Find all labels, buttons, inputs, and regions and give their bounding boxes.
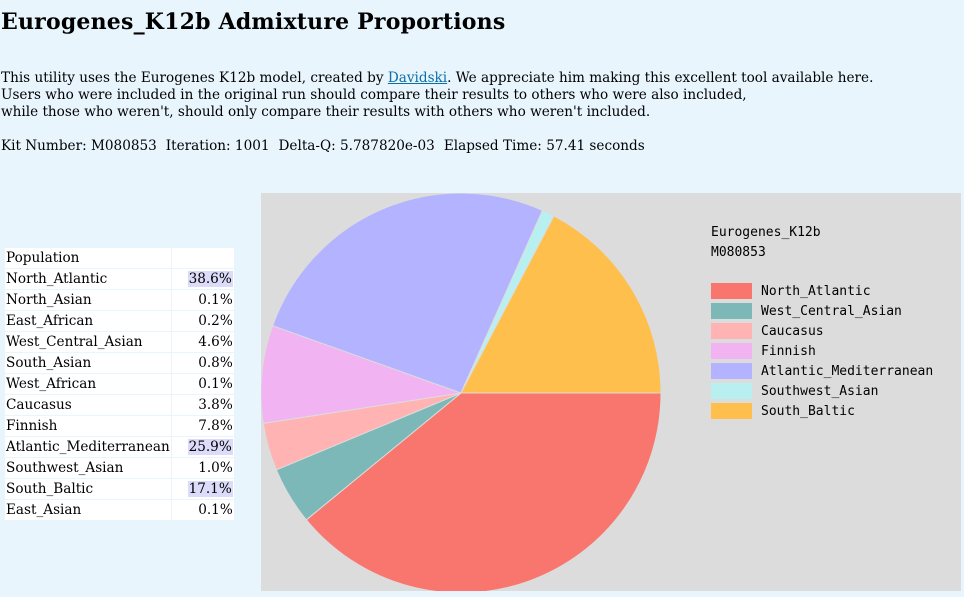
population-name: East_African — [5, 311, 171, 332]
intro-line3: while those who weren't, should only com… — [1, 104, 651, 120]
population-name: Southwest_Asian — [5, 458, 171, 479]
table-row: East_African 0.2% — [5, 311, 234, 332]
population-name: South_Asian — [5, 353, 171, 374]
population-value-text: 1.0% — [198, 460, 233, 476]
legend-swatch — [711, 363, 752, 379]
legend-title: Eurogenes_K12b — [711, 225, 821, 240]
population-value: 0.8% — [171, 353, 234, 374]
legend-swatch — [711, 283, 752, 299]
population-name: Caucasus — [5, 395, 171, 416]
population-name: West_Central_Asian — [5, 332, 171, 353]
population-value-text: 0.2% — [198, 313, 233, 329]
population-value: 1.0% — [171, 458, 234, 479]
population-value-text: 0.8% — [198, 355, 233, 371]
value-header — [171, 248, 234, 269]
pie-chart-panel: Eurogenes_K12b M080853 North_Atlantic Wes… — [261, 193, 961, 591]
population-value-text: 0.1% — [198, 376, 233, 392]
table-row: Southwest_Asian 1.0% — [5, 458, 234, 479]
legend: North_Atlantic West_Central_Asian Caucasus… — [711, 283, 933, 419]
intro-line1-end: . We appreciate him making this excellen… — [447, 70, 874, 86]
intro-line1-start: This utility uses the Eurogenes K12b mod… — [1, 70, 388, 86]
table-header-row: Population — [5, 248, 234, 269]
legend-swatch — [711, 303, 752, 319]
population-name: Atlantic_Mediterranean — [5, 437, 171, 458]
table-row: South_Asian 0.8% — [5, 353, 234, 374]
elapsed-time: Elapsed Time: 57.41 seconds — [443, 138, 645, 154]
population-value: 4.6% — [171, 332, 234, 353]
population-name: East_Asian — [5, 500, 171, 521]
legend-swatch — [711, 383, 752, 399]
table-row: West_African 0.1% — [5, 374, 234, 395]
legend-swatch — [711, 323, 752, 339]
population-value-text: 0.1% — [198, 292, 233, 308]
table-row: Finnish 7.8% — [5, 416, 234, 437]
table-row: North_Atlantic 38.6% — [5, 269, 234, 290]
population-header: Population — [5, 248, 171, 269]
population-value: 0.2% — [171, 311, 234, 332]
pie-slices — [261, 193, 662, 591]
population-value: 38.6% — [171, 269, 234, 290]
table-row: West_Central_Asian 4.6% — [5, 332, 234, 353]
legend-label: Caucasus — [761, 324, 824, 339]
intro-text: This utility uses the Eurogenes K12b mod… — [1, 70, 873, 121]
population-value-text: 7.8% — [198, 418, 233, 434]
legend-swatch — [711, 343, 752, 359]
iteration: Iteration: 1001 — [165, 138, 270, 154]
pie-slice-south-baltic — [460, 215, 662, 394]
pie-slice-north-atlantic — [305, 392, 662, 591]
legend-label: Finnish — [761, 344, 816, 359]
population-name: West_African — [5, 374, 171, 395]
population-name: North_Atlantic — [5, 269, 171, 290]
legend-label: North_Atlantic — [761, 284, 871, 299]
table-row: East_Asian 0.1% — [5, 500, 234, 521]
pie-slice-finnish — [261, 325, 462, 424]
table-row: North_Asian 0.1% — [5, 290, 234, 311]
table-row: South_Baltic 17.1% — [5, 479, 234, 500]
population-name: North_Asian — [5, 290, 171, 311]
population-value: 0.1% — [171, 500, 234, 521]
population-value-text: 3.8% — [198, 397, 233, 413]
delta-q: Delta-Q: 5.787820e-03 — [278, 138, 435, 154]
table-row: Caucasus 3.8% — [5, 395, 234, 416]
population-value-text: 4.6% — [198, 334, 233, 350]
population-value-text: 25.9% — [187, 439, 233, 455]
population-value: 17.1% — [171, 479, 234, 500]
population-value: 0.1% — [171, 290, 234, 311]
population-name: Finnish — [5, 416, 171, 437]
population-value-text: 17.1% — [187, 481, 233, 497]
pie-slice-atlantic-mediterranean — [272, 193, 544, 394]
population-value-text: 0.1% — [198, 502, 233, 518]
population-value: 0.1% — [171, 374, 234, 395]
legend-label: Southwest_Asian — [761, 384, 878, 399]
population-value-text: 38.6% — [187, 271, 233, 287]
population-table: Population North_Atlantic 38.6% North_Asia… — [4, 248, 235, 521]
pie-chart: Eurogenes_K12b M080853 North_Atlantic Wes… — [261, 193, 933, 591]
run-meta: Kit Number: M080853 Iteration: 1001 Delta-… — [1, 138, 654, 155]
legend-label: Atlantic_Mediterranean — [761, 364, 933, 379]
legend-swatch — [711, 403, 752, 419]
legend-label: South_Baltic — [761, 404, 855, 419]
legend-subtitle: M080853 — [711, 245, 766, 260]
population-value: 3.8% — [171, 395, 234, 416]
page-title: Eurogenes_K12b Admixture Proportions — [1, 9, 506, 35]
intro-line2: Users who were included in the original … — [1, 87, 747, 103]
legend-label: West_Central_Asian — [761, 304, 902, 319]
davidski-link[interactable]: Davidski — [387, 70, 448, 86]
population-value: 7.8% — [171, 416, 234, 437]
kit-number: Kit Number: M080853 — [1, 138, 157, 154]
table-row: Atlantic_Mediterranean 25.9% — [5, 437, 234, 458]
population-name: South_Baltic — [5, 479, 171, 500]
population-value: 25.9% — [171, 437, 234, 458]
